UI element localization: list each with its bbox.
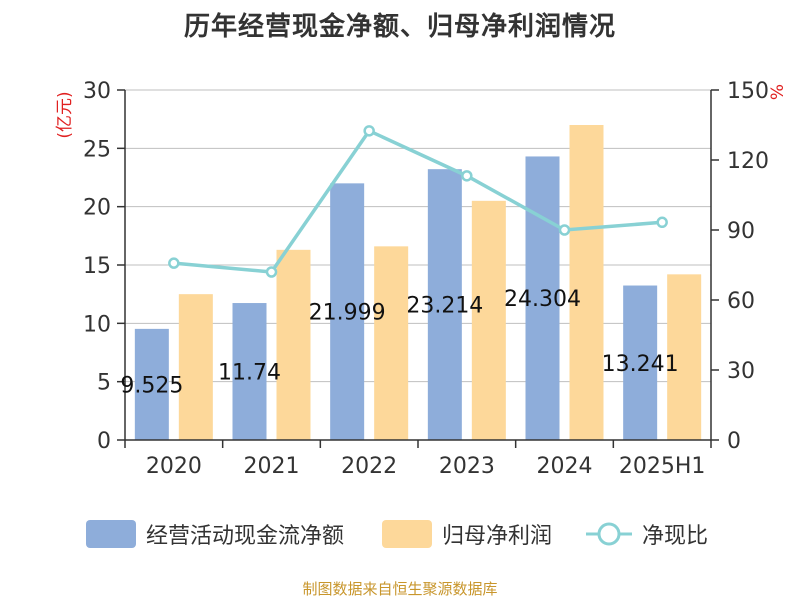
grid-lines (125, 89, 711, 383)
left-tick-label: 10 (83, 312, 111, 337)
legend-label-cash-flow: 经营活动现金流净额 (146, 524, 345, 549)
x-tick-label: 2024 (537, 454, 593, 479)
data-label-cash-flow: 11.74 (218, 361, 281, 386)
x-tick-label: 2020 (146, 454, 202, 479)
bar-cash-flow (427, 169, 462, 441)
bar-net-profit (569, 125, 604, 440)
ratio-line (168, 125, 668, 278)
legend-cash-flow[interactable]: 经营活动现金流净额 (86, 518, 344, 550)
data-label-cash-flow: 23.214 (406, 294, 483, 319)
legend-line-circle-icon (586, 522, 632, 546)
ratio-line-path (173, 128, 663, 274)
left-tick-label: 15 (83, 254, 111, 279)
right-tick-label: 0 (727, 429, 741, 454)
data-labels: 9.525 11.74 21.999 23.214 24.304 13.241 (120, 287, 678, 398)
ratio-point (265, 266, 278, 278)
data-label-cash-flow: 9.525 (120, 373, 183, 398)
legend-label-ratio: 净现比 (642, 524, 709, 549)
source-note: 制图数据来自恒生聚源数据库 (302, 580, 498, 598)
ratio-point (461, 170, 473, 182)
bar-cash-flow (330, 183, 365, 440)
left-tick-label: 20 (83, 196, 111, 221)
bar-series (134, 125, 702, 441)
data-label-cash-flow: 21.999 (309, 301, 386, 326)
bar-cash-flow (232, 303, 267, 440)
right-tick-label: 90 (727, 219, 755, 244)
ratio-point (168, 257, 180, 269)
right-axis-unit-label: % (768, 84, 788, 100)
bar-net-profit (471, 200, 506, 440)
chart-title: 历年经营现金净额、归母净利润情况 (183, 12, 616, 42)
left-tick-label: 0 (97, 429, 111, 454)
left-axis-unit-label: (亿元) (55, 91, 75, 138)
right-tick-label: 60 (727, 289, 755, 314)
legend-swatch-cash-flow (86, 520, 136, 548)
right-tick-label: 150 (727, 79, 769, 104)
bar-net-profit (667, 274, 702, 440)
bar-net-profit (178, 294, 213, 440)
right-tick-label: 120 (727, 149, 769, 174)
x-tick-label: 2025H1 (619, 454, 706, 479)
right-tick-label: 30 (727, 359, 755, 384)
left-tick-label: 5 (97, 371, 111, 396)
legend-swatch-net-profit (382, 520, 432, 548)
x-tick-label: 2023 (439, 454, 495, 479)
ratio-point (363, 125, 375, 137)
legend-net-profit[interactable]: 归母净利润 (382, 518, 552, 550)
x-tick-label: 2021 (244, 454, 300, 479)
legend-label-net-profit: 归母净利润 (442, 524, 553, 549)
ratio-point (558, 224, 571, 236)
data-label-cash-flow: 24.304 (504, 287, 581, 312)
data-label-cash-flow: 13.241 (602, 352, 679, 377)
left-tick-label: 25 (83, 137, 111, 162)
x-tick-label: 2022 (341, 454, 397, 479)
bar-cash-flow (525, 156, 560, 440)
bar-net-profit (374, 246, 409, 440)
left-tick-label: 30 (83, 79, 111, 104)
bar-cash-flow (134, 328, 169, 440)
bar-net-profit (276, 249, 311, 440)
bar-cash-flow (623, 285, 658, 440)
legend-ratio[interactable]: 净现比 (584, 518, 708, 550)
axes: 0 5 10 15 20 25 30 0 30 60 90 120 150 (亿元) % 2020 2021 20… (55, 79, 788, 479)
ratio-point (656, 216, 668, 229)
